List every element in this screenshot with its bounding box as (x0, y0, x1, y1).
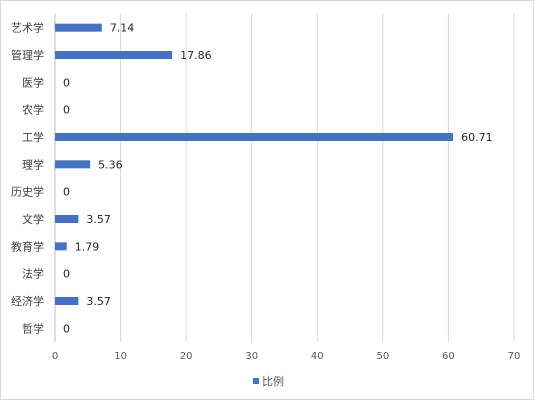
data-label: 17.86 (180, 49, 212, 62)
data-label: 3.57 (86, 295, 111, 308)
data-label: 0 (63, 268, 70, 281)
x-tick-label: 40 (311, 351, 324, 362)
bar-series (55, 23, 454, 305)
x-tick-label: 50 (376, 351, 389, 362)
data-label: 0 (63, 186, 70, 199)
category-label: 理学 (22, 157, 44, 171)
x-tick-labels: 0 10 20 30 40 50 60 70 (52, 351, 521, 362)
data-labels: 7.14 17.86 0 0 60.71 5.36 0 3.57 1.79 0 3.57 0 (63, 22, 493, 336)
data-label: 60.71 (461, 131, 493, 144)
x-tick-label: 10 (114, 351, 127, 362)
category-label: 教育学 (11, 239, 44, 253)
bar (55, 242, 67, 251)
x-tick-label: 30 (245, 351, 258, 362)
category-label: 法学 (22, 267, 44, 281)
bar (55, 133, 454, 141)
data-label: 7.14 (110, 22, 134, 35)
category-label: 哲学 (22, 321, 44, 335)
gridlines (120, 14, 515, 342)
category-label: 管理学 (11, 48, 44, 62)
legend-label-bili: 比例 (262, 374, 284, 388)
data-label: 5.36 (98, 158, 123, 171)
legend-swatch (253, 378, 259, 384)
category-label: 农学 (22, 103, 44, 117)
data-label: 0 (63, 322, 70, 335)
category-label: 医学 (22, 75, 44, 89)
data-label: 0 (63, 76, 70, 89)
category-label: 历史学 (11, 185, 44, 199)
x-tick-label: 70 (508, 351, 521, 362)
category-label: 文学 (22, 212, 44, 226)
bar (55, 23, 102, 32)
bar (55, 160, 91, 169)
legend: 比例 (253, 374, 284, 388)
category-label: 经济学 (11, 294, 44, 308)
bar (55, 215, 79, 223)
data-label: 0 (63, 104, 70, 117)
category-label: 艺术学 (11, 21, 44, 35)
bar (55, 297, 79, 305)
x-tick-label: 60 (442, 351, 455, 362)
x-tick-label: 20 (180, 351, 193, 362)
bar (55, 51, 173, 59)
data-label: 1.79 (75, 240, 100, 253)
data-label: 3.57 (86, 213, 111, 226)
category-label: 工学 (22, 130, 44, 144)
x-tick-label: 0 (52, 351, 58, 362)
